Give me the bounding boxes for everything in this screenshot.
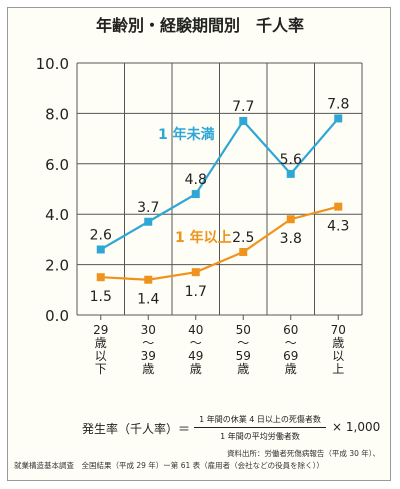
data-point bbox=[286, 215, 295, 224]
y-tick-label: 6.0 bbox=[45, 156, 69, 174]
y-tick-label: 10.0 bbox=[36, 55, 69, 73]
formula: 発生率（千人率）＝ 1 年間の休業 4 日以上の死傷者数 1 年間の平均労働者数… bbox=[82, 414, 382, 444]
x-tick-label: 50 〜 59 歳 bbox=[236, 323, 251, 376]
data-label: 2.5 bbox=[232, 230, 254, 246]
formula-denominator: 1 年間の平均労働者数 bbox=[220, 432, 300, 441]
data-label: 2.6 bbox=[90, 227, 112, 243]
y-tick-label: 2.0 bbox=[45, 257, 69, 275]
data-point bbox=[334, 114, 343, 123]
source-line-2: 就業構造基本調査 全国結果（平成 29 年）ー第 61 表（雇用者（会社などの役… bbox=[14, 461, 324, 470]
formula-numerator: 1 年間の休業 4 日以上の死傷者数 bbox=[199, 415, 321, 424]
data-label: 1.5 bbox=[90, 289, 112, 305]
x-tick-label: 30 〜 39 歳 bbox=[141, 323, 156, 376]
data-point bbox=[191, 268, 200, 277]
series-line bbox=[100, 117, 340, 251]
fraction-bar bbox=[194, 427, 326, 428]
data-point bbox=[96, 273, 105, 282]
data-point bbox=[334, 202, 343, 211]
series-line bbox=[100, 205, 339, 281]
data-point bbox=[239, 248, 248, 256]
data-label: 4.8 bbox=[185, 172, 207, 188]
formula-lhs: 発生率（千人率）＝ bbox=[82, 422, 191, 436]
data-label: 7.7 bbox=[232, 99, 254, 115]
x-tick-label: 70 歳以上 bbox=[331, 323, 346, 376]
series-name-label: 1 年未満 bbox=[158, 126, 215, 143]
data-point bbox=[191, 190, 200, 199]
data-label: 4.3 bbox=[327, 219, 349, 235]
data-label: 3.7 bbox=[137, 200, 159, 216]
y-tick-label: 0.0 bbox=[45, 307, 69, 325]
source-line-1: 資料出所：労働者死傷病報告（平成 30 年）、 bbox=[226, 449, 380, 458]
chart-frame bbox=[7, 7, 391, 481]
data-label: 3.8 bbox=[280, 231, 302, 247]
data-label: 1.4 bbox=[137, 292, 159, 308]
data-point bbox=[239, 116, 248, 125]
data-label: 7.8 bbox=[327, 96, 349, 112]
data-label: 1.7 bbox=[185, 284, 207, 300]
x-tick-label: 29 歳以下 bbox=[93, 323, 108, 376]
series-name-label: 1 年以上 bbox=[175, 229, 232, 246]
y-tick-label: 4.0 bbox=[45, 206, 69, 224]
data-label: 5.6 bbox=[280, 152, 302, 168]
formula-fraction: 1 年間の休業 4 日以上の死傷者数 1 年間の平均労働者数 bbox=[190, 414, 330, 442]
formula-multiplier: × 1,000 bbox=[332, 420, 381, 434]
data-point bbox=[96, 245, 105, 254]
data-point bbox=[144, 217, 153, 226]
data-point bbox=[286, 169, 295, 178]
x-tick-label: 60 〜 69 歳 bbox=[283, 323, 298, 376]
y-tick-label: 8.0 bbox=[45, 105, 69, 123]
data-point bbox=[144, 275, 153, 284]
x-tick-label: 40 〜 49 歳 bbox=[188, 323, 203, 376]
chart-title: 年齢別・経験期間別 千人率 bbox=[95, 16, 304, 35]
